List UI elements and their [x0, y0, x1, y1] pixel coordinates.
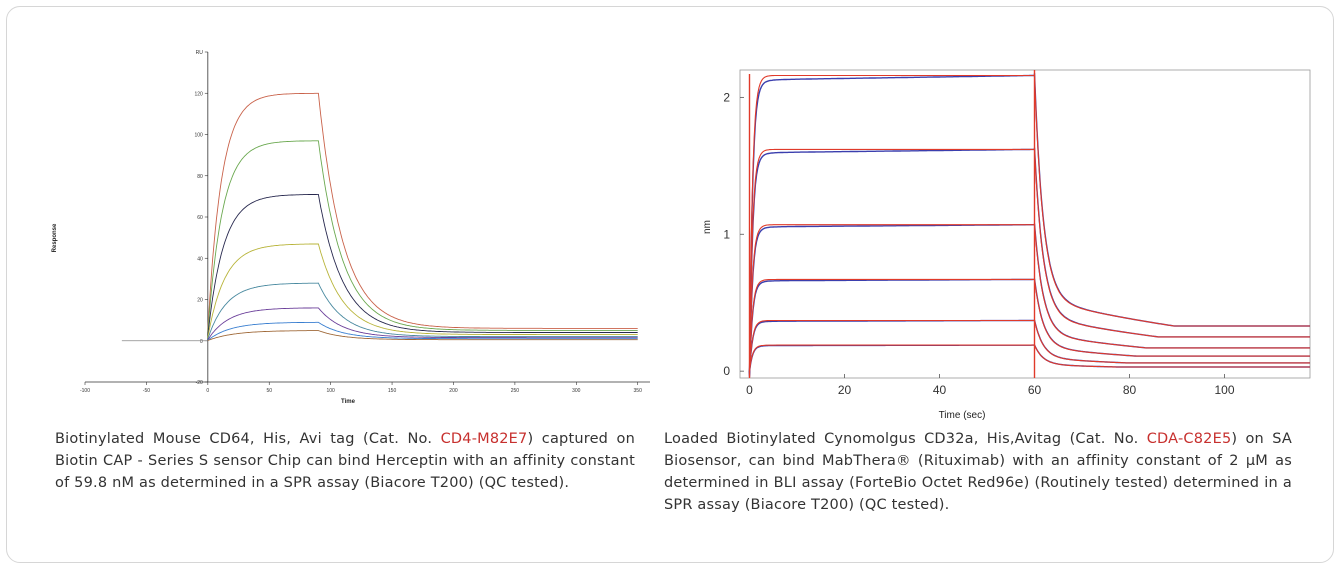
right-y-tick-label: 1 [723, 227, 730, 241]
left-caption-text-start: Biotinylated Mouse CD64, His, Avi tag (C… [55, 431, 441, 447]
left-x-tick-label: 100 [326, 388, 335, 394]
right-figure-caption: Loaded Biotinylated Cynomolgus CD32a, Hi… [664, 428, 1292, 516]
right-chart-series [748, 70, 1310, 378]
left-y-tick-label: 80 [197, 174, 203, 180]
right-fit-series-line [748, 278, 1310, 372]
left-y-tick-label: 120 [194, 91, 203, 97]
left-x-tick-label: -50 [143, 388, 150, 394]
left-x-tick-label: 150 [388, 388, 397, 394]
left-y-tick-label: 20 [197, 298, 203, 304]
left-y-tick-label: 40 [197, 256, 203, 262]
left-catalog-number[interactable]: CD4-M82E7 [440, 431, 528, 447]
left-series-line [207, 193, 638, 341]
product-figure-card [6, 6, 1334, 563]
right-x-tick-label: 40 [933, 383, 947, 397]
left-x-tick-label: 200 [449, 388, 458, 394]
left-y-tick-label: -20 [196, 380, 203, 386]
left-series-line [207, 282, 638, 341]
right-x-tick-label: 60 [1028, 383, 1042, 397]
left-series-line [207, 307, 638, 341]
left-chart-axes: -100-50050100150200250300350s-2002040608… [80, 50, 650, 394]
right-x-axis-label: Time (sec) [939, 410, 986, 421]
right-plot-frame [739, 69, 1311, 379]
right-catalog-number[interactable]: CDA-C82E5 [1146, 431, 1232, 447]
right-raw-series-line [748, 147, 1310, 376]
left-series-line [207, 243, 638, 341]
right-fit-series-line [748, 148, 1310, 372]
left-y-tick-label: 60 [197, 215, 203, 221]
bli-binding-chart: 0 20 40 60 80 100 0 1 2 Time (sec) nm [702, 69, 1311, 421]
right-y-axis-label: nm [702, 220, 713, 234]
left-x-axis-label: Time [341, 399, 356, 405]
left-chart-series [121, 92, 638, 342]
right-raw-series-line [748, 344, 1310, 372]
right-y-tick-label: 0 [723, 364, 730, 378]
right-y-tick-label: 2 [723, 90, 730, 104]
spr-sensorgram-chart: -100-50050100150200250300350s-2002040608… [52, 50, 650, 405]
left-x-tick-label: 50 [266, 388, 272, 394]
right-fit-series-line [748, 224, 1310, 372]
left-x-tick-label: -100 [80, 388, 90, 394]
left-x-tick-label: 250 [511, 388, 520, 394]
right-x-tick-label: 20 [838, 383, 852, 397]
left-y-tick-label: 100 [194, 133, 203, 139]
right-chart-axes: 0 20 40 60 80 100 0 1 2 [723, 69, 1311, 397]
right-fit-series-line [748, 344, 1310, 372]
right-raw-series-line [748, 319, 1310, 373]
left-series-line [207, 92, 638, 341]
left-caption-text-end: ) captured on Biotin CAP - Series S sens… [55, 431, 635, 491]
left-x-tick-label: 0 [206, 388, 209, 394]
left-series-line [207, 330, 638, 341]
left-y-axis-label: Response [52, 223, 58, 252]
right-raw-series-line [748, 223, 1310, 375]
right-x-tick-label: 0 [746, 383, 753, 397]
right-caption-text-end: ) on SA Biosensor, can bind MabThera® (R… [664, 431, 1292, 513]
left-x-tick-label: 300 [572, 388, 581, 394]
left-y-tick-label: RU [196, 50, 204, 56]
left-series-line [207, 321, 638, 341]
right-caption-text-start: Loaded Biotinylated Cynomolgus CD32a, Hi… [664, 431, 1147, 447]
right-fit-series-line [748, 74, 1310, 372]
left-y-tick-label: 0 [200, 339, 203, 345]
left-series-line [207, 140, 638, 341]
left-x-tick-label: 350 [634, 388, 643, 394]
right-x-tick-label: 100 [1214, 383, 1234, 397]
right-fit-series-line [748, 319, 1310, 372]
left-figure-caption: Biotinylated Mouse CD64, His, Avi tag (C… [55, 428, 635, 494]
right-x-tick-label: 80 [1123, 383, 1137, 397]
